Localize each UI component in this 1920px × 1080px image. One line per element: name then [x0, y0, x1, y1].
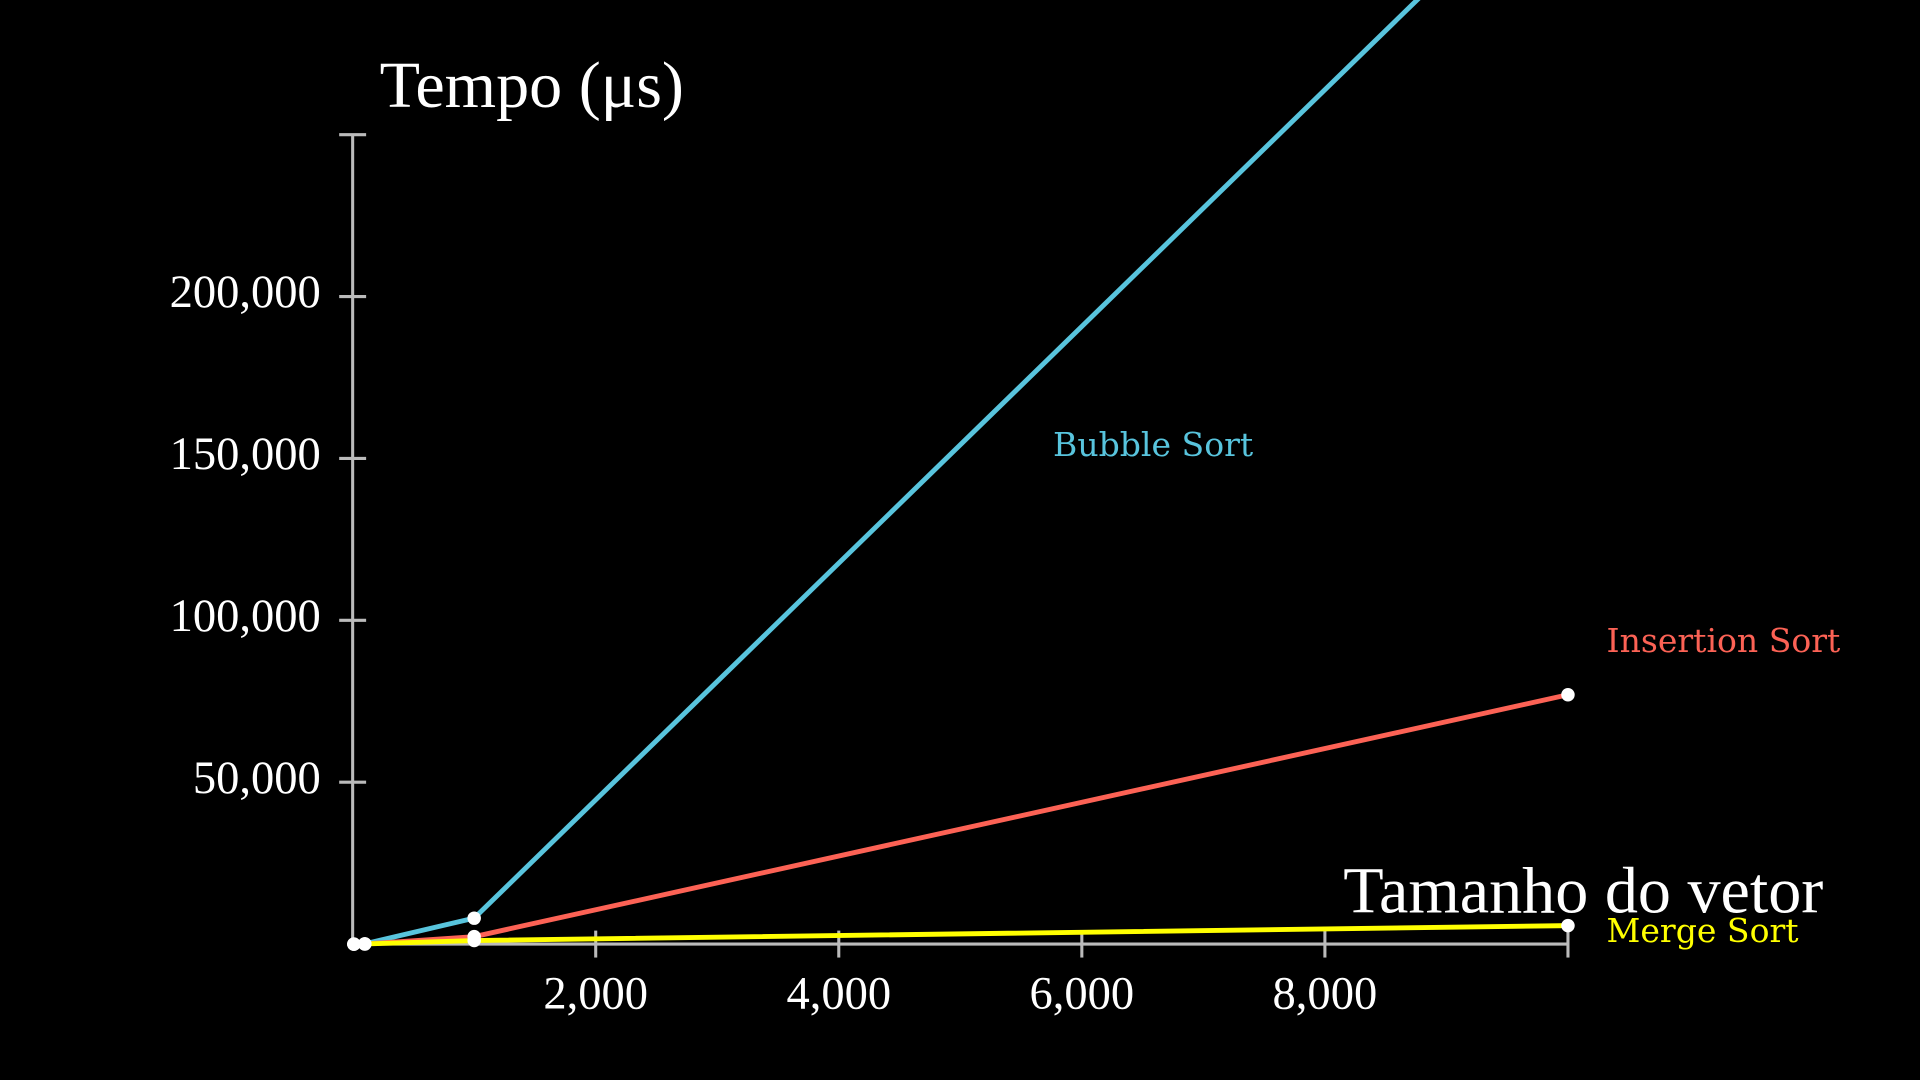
series-label: Bubble Sort: [1053, 425, 1254, 464]
data-point: [1561, 918, 1575, 933]
y-tick-label: 100,000: [170, 591, 321, 642]
x-tick-label: 2,000: [543, 969, 648, 1020]
x-tick-label: 6,000: [1030, 969, 1135, 1020]
y-tick-label: 150,000: [170, 429, 321, 480]
series-label: Merge Sort: [1607, 911, 1800, 950]
data-point: [1561, 688, 1575, 702]
data-point: [347, 937, 361, 951]
y-tick-label: 200,000: [170, 267, 321, 318]
x-axis-label: Tamanho do vetor: [1343, 855, 1823, 928]
data-point: [358, 937, 372, 951]
series-label: Insertion Sort: [1607, 621, 1842, 660]
data-point: [467, 911, 481, 925]
x-tick-label: 4,000: [786, 969, 891, 1020]
data-point: [467, 933, 481, 948]
series-line: [353, 923, 1568, 947]
x-tick-label: 8,000: [1273, 969, 1378, 1020]
series-line: [353, 0, 1421, 947]
y-axis-label: Tempo (μs): [380, 49, 684, 122]
y-tick-label: 50,000: [193, 753, 321, 804]
